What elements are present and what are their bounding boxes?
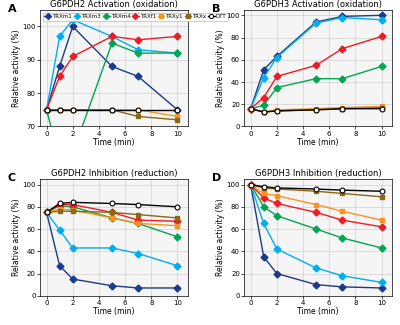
Title: G6PDH3 Activation (oxidation): G6PDH3 Activation (oxidation) [254,0,382,9]
X-axis label: Time (min): Time (min) [93,307,135,316]
X-axis label: Time (min): Time (min) [93,138,135,147]
Y-axis label: Relative activity (%): Relative activity (%) [216,199,225,276]
X-axis label: Time (min): Time (min) [297,307,339,316]
Y-axis label: Relative activity (%): Relative activity (%) [216,29,225,107]
X-axis label: Time (min): Time (min) [297,138,339,147]
Text: B: B [212,4,220,14]
Legend: TRXm1, TRXm3, TRXm4, TRXf1, TRXy1, TRXx, DTT: TRXm1, TRXm3, TRXm4, TRXf1, TRXy1, TRXx,… [43,13,228,21]
Text: C: C [8,173,16,183]
Y-axis label: Relative activity (%): Relative activity (%) [12,29,21,107]
Title: G6PDH2 Activation (oxidation): G6PDH2 Activation (oxidation) [50,0,178,9]
Title: G6PDH3 Inhibition (reduction): G6PDH3 Inhibition (reduction) [255,169,381,178]
Text: A: A [8,4,16,14]
Text: D: D [212,173,221,183]
Y-axis label: Relative activity (%): Relative activity (%) [12,199,21,276]
Title: G6PDH2 Inhibition (reduction): G6PDH2 Inhibition (reduction) [51,169,177,178]
